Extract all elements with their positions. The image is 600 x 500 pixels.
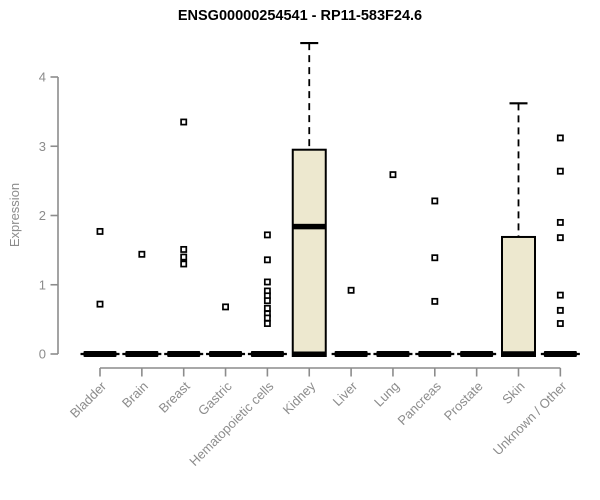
box-group-brain	[122, 250, 162, 357]
y-tick-label: 3	[39, 139, 46, 154]
x-tick-label: Lung	[371, 379, 402, 410]
box-group-pancreas	[415, 197, 455, 357]
x-tick-label: Skin	[499, 379, 527, 407]
outlier-point	[431, 297, 439, 305]
outlier-point	[263, 278, 271, 286]
box-group-hematopoietic-cells	[247, 231, 287, 357]
outlier-point	[556, 134, 564, 142]
outlier-point	[180, 245, 188, 253]
outlier-point	[263, 320, 271, 327]
chart-title: ENSG00000254541 - RP11-583F24.6	[177, 8, 423, 24]
outlier-point	[263, 314, 271, 322]
box-group-lung	[373, 171, 413, 357]
x-tick-label: Liver	[330, 378, 361, 409]
box-group-skin	[501, 102, 536, 357]
x-tick-label: Gastric	[195, 378, 235, 418]
outlier-point	[556, 320, 564, 327]
y-tick-label: 4	[39, 70, 46, 85]
x-tick-label: Kidney	[280, 378, 319, 417]
x-tick-label: Bladder	[67, 378, 110, 421]
box-group-kidney	[291, 41, 327, 357]
box-group-bladder	[80, 227, 120, 357]
y-tick-label: 0	[39, 347, 46, 362]
outlier-point	[180, 253, 188, 261]
box-zero-bar	[292, 351, 326, 357]
x-tick-label: Breast	[156, 378, 193, 415]
outlier-point	[96, 300, 104, 308]
box-group-prostate	[457, 351, 497, 357]
box-group-gastric	[206, 303, 246, 357]
outlier-point	[96, 227, 104, 235]
y-tick-label: 1	[39, 277, 46, 292]
outlier-point	[222, 303, 229, 311]
outlier-point	[138, 250, 146, 258]
outlier-point	[263, 256, 271, 264]
x-tick-label: Brain	[119, 379, 151, 411]
outlier-point	[556, 291, 564, 299]
box-group-liver	[331, 286, 371, 357]
outlier-point	[263, 297, 271, 305]
outlier-point	[556, 234, 564, 242]
x-tick-label: Unknown / Other	[490, 378, 570, 458]
outlier-point	[431, 254, 439, 262]
outlier-point	[347, 286, 355, 294]
x-tick-label: Prostate	[441, 379, 486, 424]
box-group-breast	[164, 118, 204, 357]
outlier-point	[556, 167, 564, 175]
outlier-point	[556, 306, 564, 314]
outlier-point	[180, 118, 188, 126]
median-line	[502, 351, 535, 357]
box-group-unknown-other	[540, 134, 580, 357]
outlier-point	[180, 260, 188, 268]
outlier-point	[389, 171, 397, 179]
box-rect	[291, 148, 327, 357]
outlier-point	[263, 231, 271, 239]
y-tick-label: 2	[39, 208, 46, 223]
outlier-point	[556, 218, 564, 226]
median-line	[292, 223, 326, 230]
outlier-point	[431, 197, 439, 205]
box-rect	[501, 235, 536, 357]
outlier-point	[263, 304, 271, 312]
x-tick-label: Pancreas	[394, 378, 444, 428]
